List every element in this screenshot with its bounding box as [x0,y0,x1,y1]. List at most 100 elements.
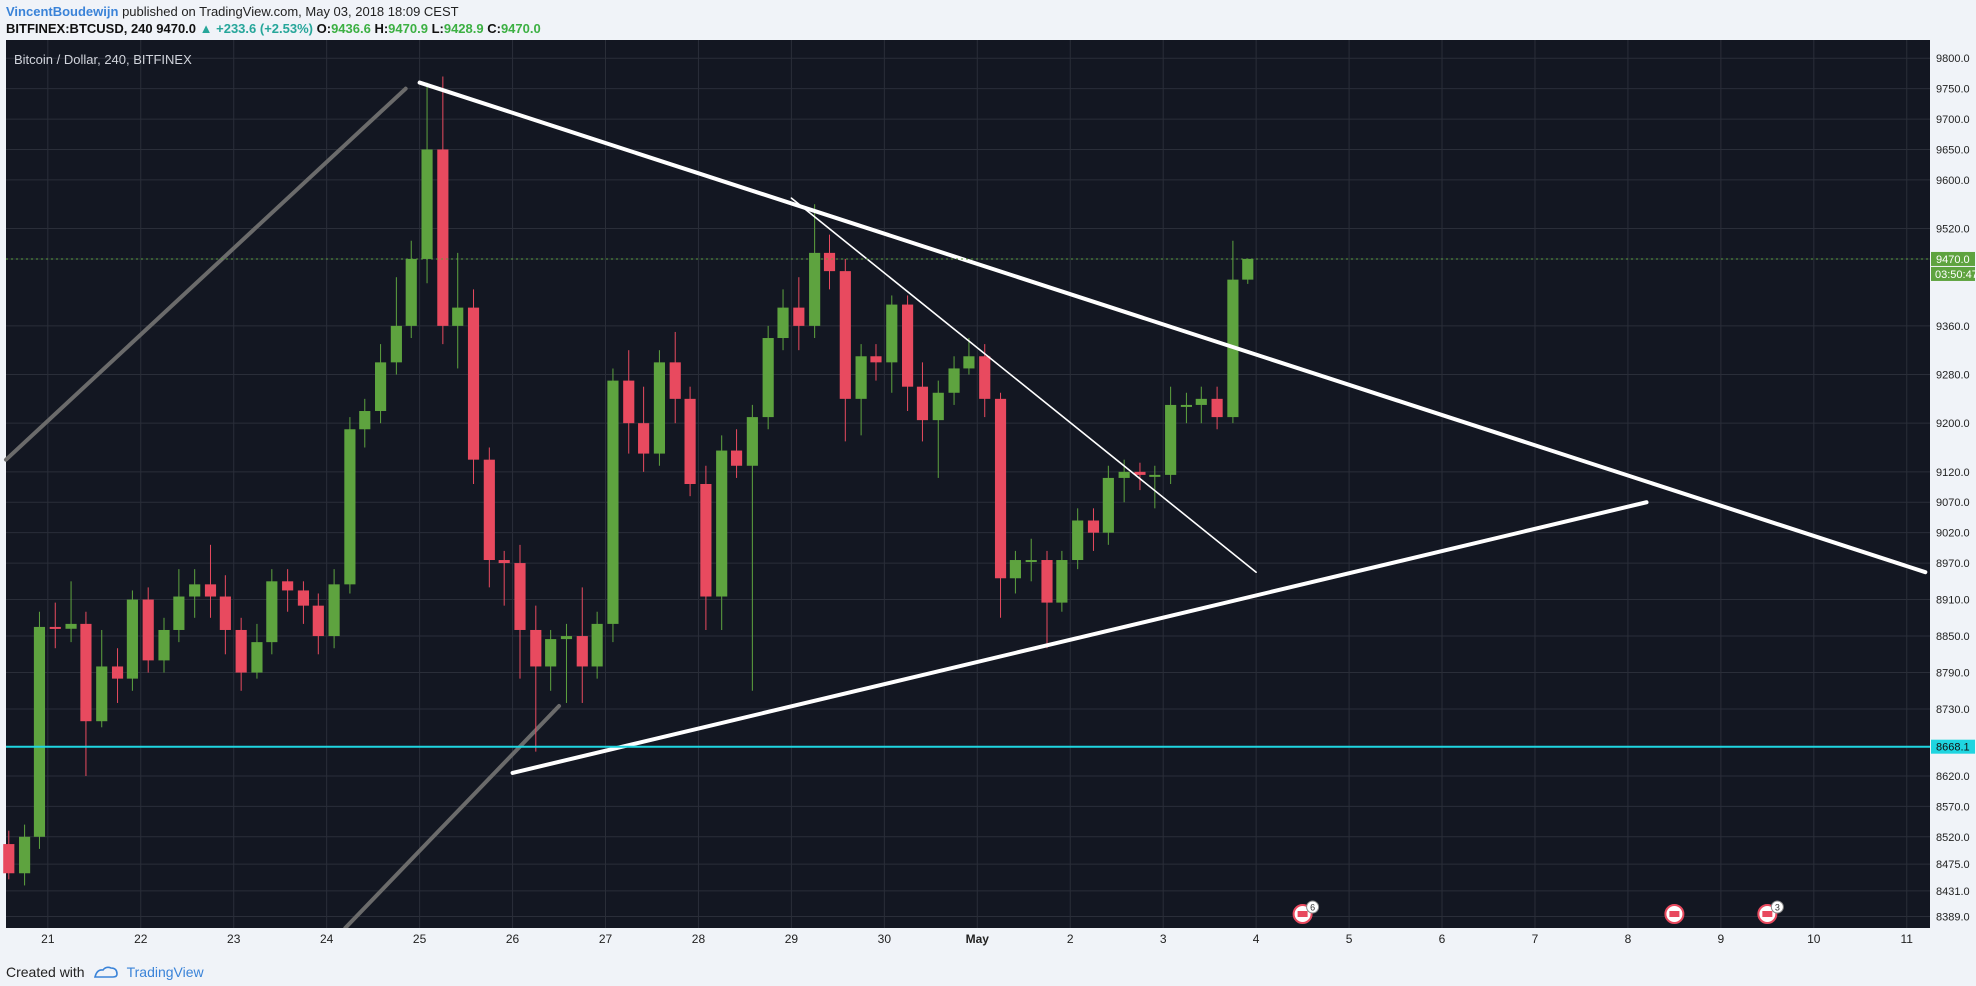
plot-background [6,40,1930,950]
y-tick-label: 8850.0 [1936,631,1970,643]
event-flag-stripe [1297,911,1308,917]
candle-body [1009,560,1021,579]
candle-body [33,626,46,837]
candle-body [870,356,882,363]
y-tick-label: 9470.0 [1936,254,1970,266]
y-tick-label: 8520.0 [1936,832,1970,844]
candle-body [979,356,991,399]
close-value: 9470.0 [500,21,541,36]
price-axis-labels: 8389.0 8431.0 8475.0 8520.0 8570.0 8620.0 8668… [1931,53,1976,923]
candle-body [498,560,510,564]
candle-body [80,623,92,722]
candle-body [902,304,914,387]
overlay-lines [6,80,1930,775]
candle-body [405,258,417,326]
tradingview-link[interactable]: TradingView [126,964,204,980]
y-tick-label: 8570.0 [1936,801,1970,813]
candle-body [111,666,124,679]
y-tick-label: 9070.0 [1936,497,1970,509]
candle-body [777,307,789,339]
x-tick-label: 9 [1718,932,1725,946]
x-tick-label: 7 [1532,932,1539,946]
y-tick-label: 8431.0 [1936,886,1970,898]
event-flag-stripe [1669,911,1680,917]
ohlc-header: BITFINEX:BTCUSD, 240 9470.0 ▲ +233.6 (+2… [6,21,541,36]
close-label: C: [487,21,501,36]
symbol-text: BITFINEX:BTCUSD, 240 [6,21,153,36]
candle-body [312,605,324,637]
candle-body [1118,471,1130,478]
candle-body [65,623,77,629]
x-tick-label: 23 [227,932,241,946]
candle-body [591,623,603,667]
candle-body [762,338,774,418]
event-count-badge [1770,900,1784,914]
author-link[interactable]: VincentBoudewijn [6,4,119,19]
candles [3,76,1254,886]
candle-body [1149,474,1161,477]
candle-body [452,307,464,326]
y-tick-label: 9120.0 [1936,467,1970,479]
event-count-text: 3 [1775,903,1780,913]
y-tick-label: 9200.0 [1936,418,1970,430]
candle-body [266,581,278,643]
candle-body [530,629,542,667]
y-tick-label: 9020.0 [1936,528,1970,540]
candle-body [219,596,231,630]
candle-body [1041,560,1053,603]
candle-body [994,398,1007,579]
event-count-text: 6 [1310,903,1315,913]
x-tick-label: 30 [878,932,892,946]
y-tick-label: 9360.0 [1936,321,1970,333]
candle-body [514,563,526,630]
candle-body [359,411,371,430]
candle-body [855,356,867,399]
chart-title: Bitcoin / Dollar, 240, BITFINEX [14,52,192,67]
x-tick-label: 24 [320,932,334,946]
x-tick-label: 3 [1160,932,1167,946]
low-value: 9428.9 [443,21,484,36]
y-tick-label: 8910.0 [1936,595,1970,607]
publish-text: published on TradingView.com, May 03, 20… [122,4,459,19]
candle-body [344,429,356,585]
x-tick-label: 11 [1901,932,1914,946]
price-axis[interactable] [1930,40,1976,950]
countdown-label: 03:50:47 [1935,269,1976,281]
event-count-badge [1306,900,1320,914]
candle-body [1025,560,1037,563]
open-value: 9436.6 [331,21,371,36]
low-label: L: [431,21,444,36]
candle-body [730,450,743,466]
publish-info: VincentBoudewijn published on TradingVie… [6,4,459,19]
candle-body [1087,520,1100,533]
candle-body [282,581,294,591]
x-tick-label: 28 [692,932,706,946]
footer: Created with TradingView [6,964,204,980]
trendline-lower-support [510,500,1649,775]
candle-body [1072,520,1084,561]
candle-body [142,599,154,661]
grid [6,40,1930,928]
candle-body [1242,258,1254,280]
candle-body [839,271,851,399]
candle-body [576,636,588,667]
candle-body [560,636,573,640]
time-axis[interactable] [6,928,1930,950]
x-tick-label: May [966,932,990,946]
candle-body [3,844,15,874]
y-tick-label: 8389.0 [1936,911,1970,923]
x-tick-label: 21 [41,932,55,946]
x-tick-label: 10 [1807,932,1821,946]
high-label: H: [374,21,389,36]
change-text: ▲ +233.6 (+2.53%) [199,21,313,36]
channel-lines [4,86,562,930]
price-tag-bg [1931,251,1975,266]
candle-body [1056,560,1068,603]
candle-body [932,392,944,421]
last-price-text: 9470.0 [156,21,197,36]
y-tick-label: 8475.0 [1936,859,1970,871]
candle-body [328,584,340,637]
candle-body [1180,404,1193,407]
